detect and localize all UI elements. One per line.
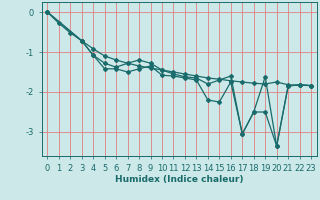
X-axis label: Humidex (Indice chaleur): Humidex (Indice chaleur) [115,175,244,184]
